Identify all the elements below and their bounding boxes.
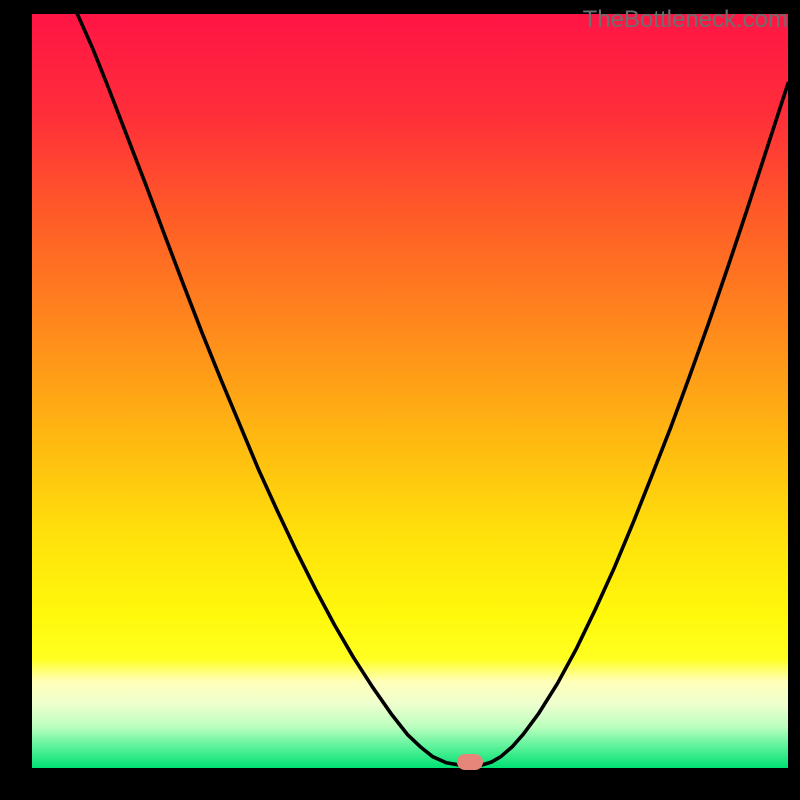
optimal-point-marker xyxy=(457,754,483,770)
bottleneck-curve xyxy=(32,14,788,768)
watermark-text: TheBottleneck.com xyxy=(583,6,788,34)
chart-stage: TheBottleneck.com xyxy=(0,0,800,800)
plot-area xyxy=(32,14,788,768)
